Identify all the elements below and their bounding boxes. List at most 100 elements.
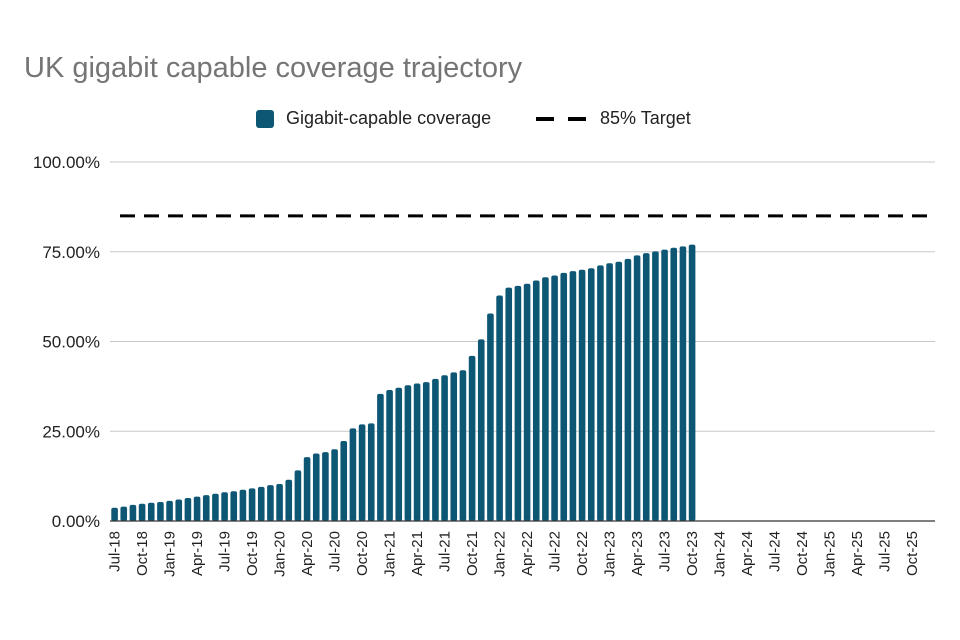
x-tick-label: Jan-25 [822,531,839,577]
bar [239,489,247,521]
bar [147,502,155,521]
bar [688,244,696,521]
bar [276,484,283,521]
bar [257,486,265,521]
x-tick-label: Jul-24 [767,531,784,572]
bar [578,269,586,521]
bar [505,287,513,521]
x-tick-label: Jan-22 [492,531,509,577]
bar [413,383,421,521]
x-axis-ticks: Jul-18 Oct-18 Jan-19 Apr-19 Jul-19 Oct-19 Jan-… [107,531,921,577]
bar [358,424,366,521]
bar [202,495,210,521]
bar [542,277,549,521]
bar [642,253,650,521]
bar [459,370,467,521]
x-tick-label: Jan-21 [382,531,399,577]
bar [349,428,357,521]
x-tick-label: Apr-22 [519,531,536,576]
bar [450,372,458,521]
bars [111,244,696,522]
bar [560,272,568,521]
x-tick-label: Jul-19 [217,531,234,572]
legend-label-target: 85% Target [600,108,691,128]
x-tick-label: Jul-18 [107,531,124,572]
bar [670,247,678,521]
legend-bar-swatch [256,109,274,128]
y-tick-label: 25.00% [42,422,100,441]
bar [212,493,219,521]
bar [652,251,659,522]
bar [166,500,173,521]
x-tick-label: Apr-24 [739,531,756,576]
x-tick-label: Jan-23 [602,531,619,577]
bar [633,255,641,521]
bar [523,283,531,521]
x-tick-label: Oct-20 [354,531,371,576]
bar [551,275,558,521]
legend-item-coverage: Gigabit-capable coverage [256,108,491,129]
bar [404,385,412,521]
bar [477,339,485,521]
x-tick-label: Oct-18 [134,531,151,576]
bar [221,492,228,521]
x-tick-label: Oct-22 [574,531,591,576]
x-tick-label: Jan-19 [162,531,179,577]
bar [615,261,623,521]
bar [294,470,302,521]
bar [331,449,338,521]
x-tick-label: Apr-20 [299,531,316,576]
x-tick-label: Oct-21 [464,531,481,576]
x-tick-label: Jul-23 [657,531,674,572]
bar [312,453,320,521]
bar [569,271,577,521]
x-tick-label: Apr-23 [629,531,646,576]
gridlines [110,161,935,432]
bar [487,313,494,521]
bar [138,503,146,521]
bar [377,393,384,521]
x-tick-label: Jul-22 [547,531,564,572]
bar [111,507,118,521]
bar [267,485,274,521]
bar [496,295,503,521]
x-tick-label: Apr-25 [849,531,866,576]
bar [367,423,375,521]
bar [661,249,668,521]
bar [587,268,595,521]
legend-dash-swatch [536,116,588,121]
bar [248,488,256,521]
y-axis-ticks: 0.00% 25.00% 50.00% 75.00% 100.00% [33,153,100,531]
x-tick-label: Jul-20 [327,531,344,572]
x-tick-label: Oct-25 [904,531,921,576]
legend-item-target: 85% Target [536,108,691,129]
bar [679,246,687,522]
bar [395,387,403,521]
bar [606,263,613,521]
bar [514,285,522,521]
bar [175,499,183,521]
x-tick-label: Jan-24 [712,531,729,577]
bar [624,258,632,521]
x-tick-label: Jul-25 [877,531,894,572]
bar [432,378,439,521]
y-tick-label: 75.00% [42,243,100,262]
x-tick-label: Oct-24 [794,531,811,576]
bar [129,504,137,521]
x-tick-label: Apr-19 [189,531,206,576]
bar [532,280,540,521]
bar [157,501,164,521]
bar [184,498,192,521]
bar [193,496,201,521]
x-tick-label: Apr-21 [409,531,426,576]
legend: Gigabit-capable coverage 85% Target [0,108,960,132]
bar [386,389,393,521]
bar [468,355,476,521]
bar [230,491,238,521]
legend-label-coverage: Gigabit-capable coverage [286,108,492,128]
bar [303,457,311,521]
x-tick-label: Jul-21 [437,531,454,572]
y-tick-label: 50.00% [42,333,100,352]
y-tick-label: 100.00% [33,153,100,172]
